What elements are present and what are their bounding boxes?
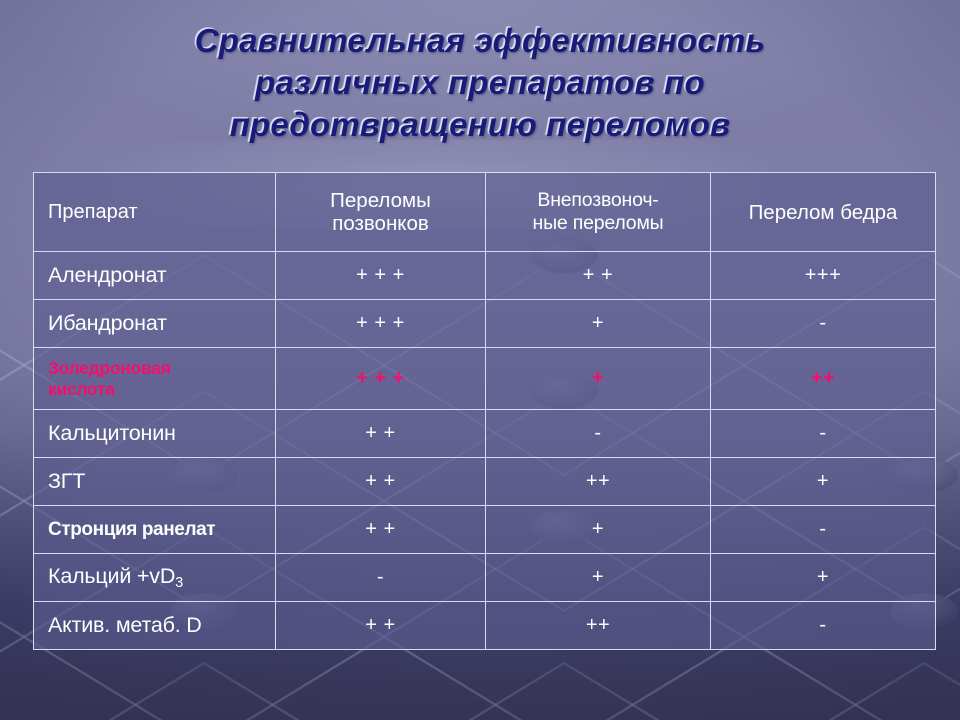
cell-nonvertebral: + [485,347,711,410]
table-row: Алендронат + + + + + +++ [33,251,936,300]
header-row: Препарат Переломы позвонков Внепозвоноч-… [33,172,936,252]
cell-drug-name: Золедроновая кислота [33,347,276,410]
cell-nonvertebral: - [485,409,711,458]
cell-drug-name: Ибандронат [33,299,276,348]
table-body: Алендронат + + + + + +++ Ибандронат + + + + - Зо… [33,251,936,650]
table-row: Ибандронат + + + + - [33,299,936,348]
cell-vertebral: + + [275,601,486,650]
cell-drug-name: ЗГТ [33,457,276,506]
cell-hip: ++ [710,347,936,410]
cell-drug-name: Кальций +vD3 [33,553,276,602]
drug-efficacy-table: Препарат Переломы позвонков Внепозвоноч-… [33,172,936,650]
cell-hip: + [710,457,936,506]
cell-drug-name: Кальцитонин [33,409,276,458]
cell-vertebral: + + [275,457,486,506]
cell-drug-name: Актив. метаб. D [33,601,276,650]
cell-drug-name: Стронция ранелат [33,505,276,554]
cell-vertebral: + + + [275,251,486,300]
column-header-nonvertebral-fractures: Внепозвоноч- ные переломы [485,172,711,252]
table-row: Кальцитонин + + - - [33,409,936,458]
column-header-vertebral-fractures: Переломы позвонков [275,172,486,252]
cell-hip: - [710,601,936,650]
cell-vertebral: + + + [275,299,486,348]
cell-drug-name: Алендронат [33,251,276,300]
column-header-hip-fracture: Перелом бедра [710,172,936,252]
cell-nonvertebral: + [485,299,711,348]
cell-vertebral: + + [275,505,486,554]
table-row: ЗГТ + + ++ + [33,457,936,506]
cell-nonvertebral: + [485,505,711,554]
table-header: Препарат Переломы позвонков Внепозвоноч-… [33,172,936,252]
cell-hip: - [710,409,936,458]
table-row: Кальций +vD3- + + [33,553,936,602]
comparison-table-container: Препарат Переломы позвонков Внепозвоноч-… [33,172,936,650]
cell-vertebral: + + [275,409,486,458]
drug-name-subscript: 3 [175,575,184,592]
cell-hip: +++ [710,251,936,300]
cell-hip: - [710,505,936,554]
column-header-drug: Препарат [33,172,276,252]
cell-hip: - [710,299,936,348]
cell-nonvertebral: ++ [485,601,711,650]
table-row: Золедроновая кислота + + + + ++ [33,347,936,410]
table-row: Актив. метаб. D + + ++ - [33,601,936,650]
page-title: Сравнительная эффективность различных пр… [194,22,766,143]
table-row: Стронция ранелат + + + - [33,505,936,554]
cell-nonvertebral: + [485,553,711,602]
cell-vertebral: - [275,553,486,602]
cell-nonvertebral: ++ [485,457,711,506]
cell-vertebral: + + + [275,347,486,410]
cell-nonvertebral: + + [485,251,711,300]
cell-hip: + [710,553,936,602]
